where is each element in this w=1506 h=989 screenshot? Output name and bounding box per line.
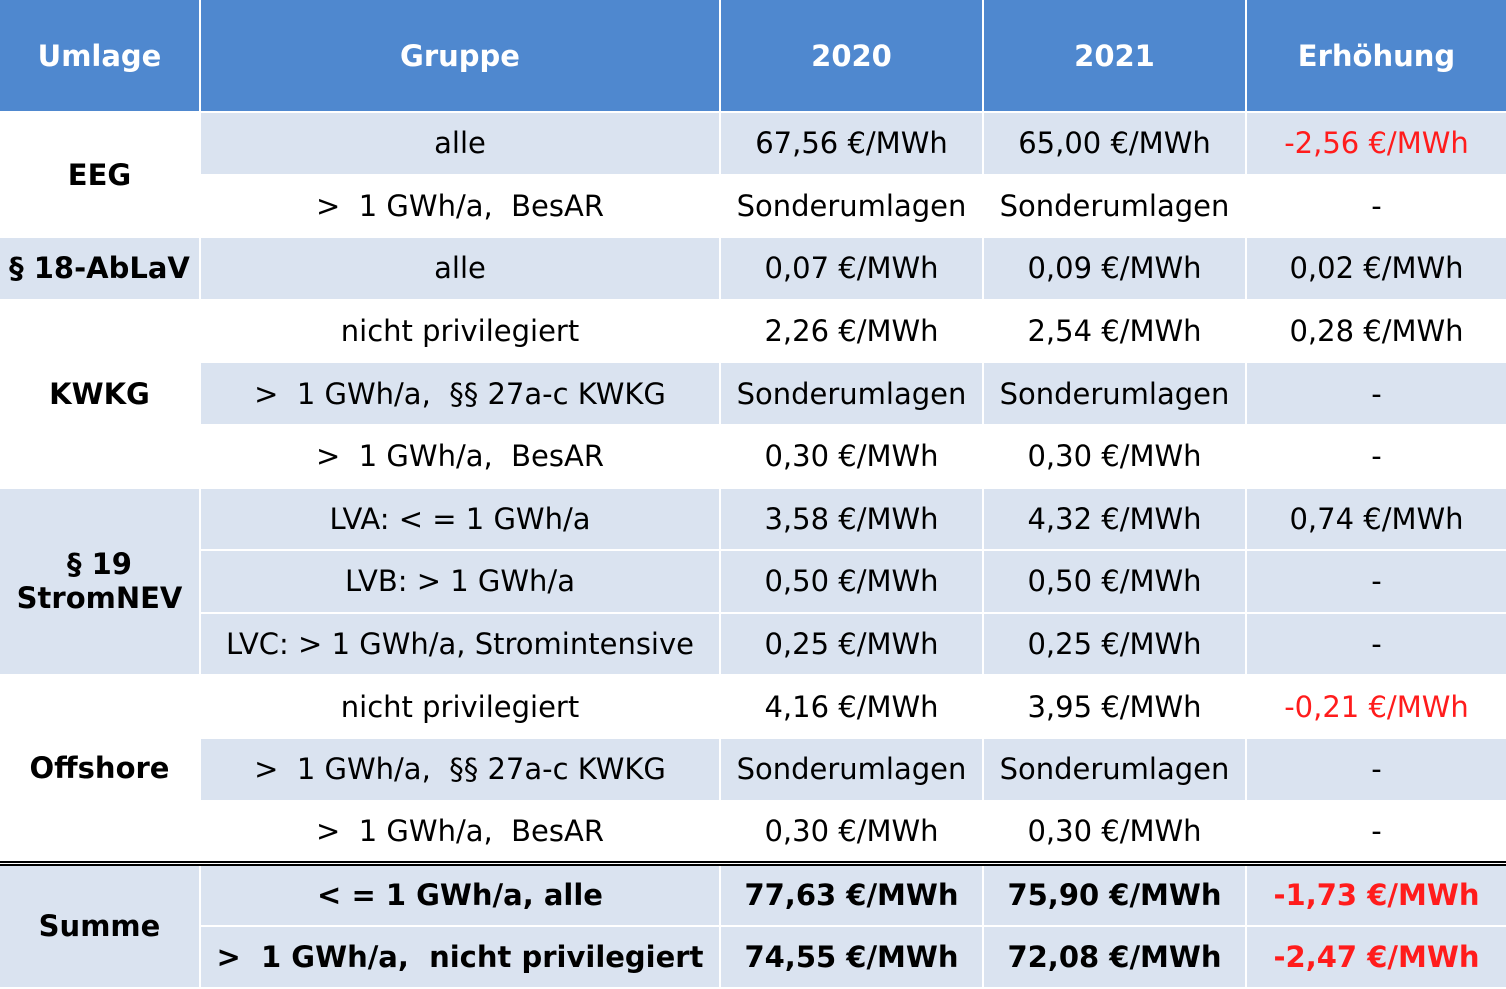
table-row: > 1 GWh/a, BesAR 0,30 €/MWh 0,30 €/MWh - xyxy=(0,800,1506,865)
value-2020-cell: Sonderumlagen xyxy=(720,174,984,239)
value-2020-cell: 0,25 €/MWh xyxy=(720,612,984,677)
value-2020-cell: 2,26 €/MWh xyxy=(720,299,984,364)
gruppe-cell: LVA: < = 1 GWh/a xyxy=(200,487,721,552)
value-2020-cell: 0,07 €/MWh xyxy=(720,237,984,301)
table-row-sum: Summe < = 1 GWh/a, alle 77,63 €/MWh 75,9… xyxy=(0,860,1506,989)
value-2020-cell: 0,30 €/MWh xyxy=(720,424,984,489)
table-row: § 19 StromNEV LVA: < = 1 GWh/a 3,58 €/MW… xyxy=(0,487,1506,677)
erhoehung-cell: -0,21 €/MWh xyxy=(1246,675,1506,739)
value-2021-cell: 65,00 €/MWh xyxy=(983,112,1247,176)
erhoehung-cell: - xyxy=(1246,362,1506,426)
erhoehung-cell: - xyxy=(1246,174,1506,239)
umlage-label-eeg: EEG xyxy=(0,112,201,239)
table-row: § 18-AbLaV alle 0,07 €/MWh 0,09 €/MWh 0,… xyxy=(0,237,1506,301)
table-row: > 1 GWh/a, §§ 27a-c KWKG Sonderumlagen S… xyxy=(0,362,1506,426)
value-2020-cell: Sonderumlagen xyxy=(720,362,984,426)
gruppe-cell: < = 1 GWh/a, alle xyxy=(200,860,721,927)
erhoehung-cell: 0,74 €/MWh xyxy=(1246,487,1506,552)
table-row: LVC: > 1 GWh/a, Stromintensive 0,25 €/MW… xyxy=(0,612,1506,677)
value-2020-cell: 0,50 €/MWh xyxy=(720,550,984,614)
header-2020: 2020 xyxy=(720,0,984,113)
value-2021-cell: Sonderumlagen xyxy=(983,362,1247,426)
value-2020-cell: 77,63 €/MWh xyxy=(720,860,984,927)
gruppe-cell: alle xyxy=(200,237,721,301)
value-2021-cell: 2,54 €/MWh xyxy=(983,299,1247,364)
gruppe-cell: > 1 GWh/a, BesAR xyxy=(200,424,721,489)
value-2021-cell: 0,30 €/MWh xyxy=(983,424,1247,489)
gruppe-cell: nicht privilegiert xyxy=(200,675,721,739)
header-umlage: Umlage xyxy=(0,0,201,113)
erhoehung-cell: -1,73 €/MWh xyxy=(1246,860,1506,927)
gruppe-cell: > 1 GWh/a, §§ 27a-c KWKG xyxy=(200,737,721,802)
header-row: Umlage Gruppe 2020 2021 Erhöhung xyxy=(0,0,1506,113)
value-2020-cell: 3,58 €/MWh xyxy=(720,487,984,552)
umlage-label-stromnev: § 19 StromNEV xyxy=(0,487,201,677)
gruppe-cell: > 1 GWh/a, BesAR xyxy=(200,174,721,239)
header-gruppe: Gruppe xyxy=(200,0,721,113)
umlage-label-summe: Summe xyxy=(0,860,201,989)
value-2021-cell: 72,08 €/MWh xyxy=(983,925,1247,989)
value-2020-cell: 67,56 €/MWh xyxy=(720,112,984,176)
erhoehung-cell: - xyxy=(1246,737,1506,802)
gruppe-cell: > 1 GWh/a, nicht privilegiert xyxy=(200,925,721,989)
gruppe-cell: > 1 GWh/a, §§ 27a-c KWKG xyxy=(200,362,721,426)
table-row: KWKG nicht privilegiert 2,26 €/MWh 2,54 … xyxy=(0,299,1506,489)
umlage-label-ablav: § 18-AbLaV xyxy=(0,237,201,301)
table-row: LVB: > 1 GWh/a 0,50 €/MWh 0,50 €/MWh - xyxy=(0,550,1506,614)
gruppe-cell: LVB: > 1 GWh/a xyxy=(200,550,721,614)
header-2021: 2021 xyxy=(983,0,1247,113)
gruppe-cell: alle xyxy=(200,112,721,176)
value-2021-cell: Sonderumlagen xyxy=(983,174,1247,239)
value-2021-cell: Sonderumlagen xyxy=(983,737,1247,802)
value-2020-cell: Sonderumlagen xyxy=(720,737,984,802)
erhoehung-cell: -2,56 €/MWh xyxy=(1246,112,1506,176)
value-2021-cell: 75,90 €/MWh xyxy=(983,860,1247,927)
erhoehung-cell: - xyxy=(1246,612,1506,677)
gruppe-cell: LVC: > 1 GWh/a, Stromintensive xyxy=(200,612,721,677)
erhoehung-cell: 0,28 €/MWh xyxy=(1246,299,1506,364)
value-2021-cell: 3,95 €/MWh xyxy=(983,675,1247,739)
table-row: > 1 GWh/a, BesAR 0,30 €/MWh 0,30 €/MWh - xyxy=(0,424,1506,489)
value-2021-cell: 4,32 €/MWh xyxy=(983,487,1247,552)
erhoehung-cell: -2,47 €/MWh xyxy=(1246,925,1506,989)
table-row-sum: > 1 GWh/a, nicht privilegiert 74,55 €/MW… xyxy=(0,925,1506,989)
gruppe-cell: nicht privilegiert xyxy=(200,299,721,364)
header-erhoehung: Erhöhung xyxy=(1246,0,1506,113)
value-2021-cell: 0,25 €/MWh xyxy=(983,612,1247,677)
table-row: > 1 GWh/a, BesAR Sonderumlagen Sonderuml… xyxy=(0,174,1506,239)
value-2020-cell: 4,16 €/MWh xyxy=(720,675,984,739)
erhoehung-cell: - xyxy=(1246,550,1506,614)
erhoehung-cell: - xyxy=(1246,424,1506,489)
value-2021-cell: 0,09 €/MWh xyxy=(983,237,1247,301)
erhoehung-cell: - xyxy=(1246,800,1506,865)
table-row: EEG alle 67,56 €/MWh 65,00 €/MWh -2,56 €… xyxy=(0,112,1506,239)
value-2020-cell: 0,30 €/MWh xyxy=(720,800,984,865)
umlage-label-kwkg: KWKG xyxy=(0,299,201,489)
value-2021-cell: 0,30 €/MWh xyxy=(983,800,1247,865)
value-2020-cell: 74,55 €/MWh xyxy=(720,925,984,989)
table-row: > 1 GWh/a, §§ 27a-c KWKG Sonderumlagen S… xyxy=(0,737,1506,802)
table-row: Offshore nicht privilegiert 4,16 €/MWh 3… xyxy=(0,675,1506,865)
value-2021-cell: 0,50 €/MWh xyxy=(983,550,1247,614)
erhoehung-cell: 0,02 €/MWh xyxy=(1246,237,1506,301)
gruppe-cell: > 1 GWh/a, BesAR xyxy=(200,800,721,865)
umlage-label-offshore: Offshore xyxy=(0,675,201,865)
